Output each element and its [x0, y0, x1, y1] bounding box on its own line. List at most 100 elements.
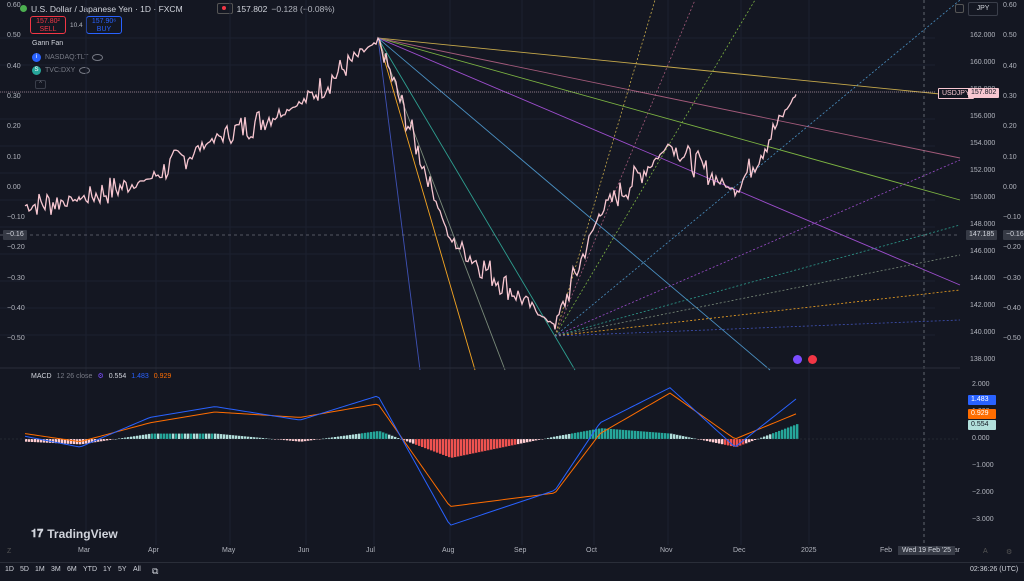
- sell-button[interactable]: 157.80² SELL: [30, 16, 66, 34]
- eye-icon[interactable]: [79, 67, 91, 74]
- histogram-bar: [730, 439, 733, 447]
- range-button-3m[interactable]: 3M: [51, 566, 61, 573]
- auto-scale-icon[interactable]: A: [983, 548, 988, 555]
- histogram-bar: [601, 428, 604, 439]
- gann-fan[interactable]: [377, 0, 961, 371]
- histogram-bar: [43, 439, 46, 443]
- histogram-bar: [712, 439, 715, 443]
- histogram-bar: [541, 439, 544, 440]
- time-axis-tick: Apr: [148, 547, 159, 554]
- histogram-bar: [571, 433, 574, 439]
- time-axis-tick: Feb: [880, 547, 893, 554]
- eye-icon[interactable]: [92, 54, 104, 61]
- visibility-toggle-icon[interactable]: [216, 3, 233, 14]
- histogram-bar: [700, 439, 703, 440]
- brand-name: TradingView: [47, 527, 118, 541]
- histogram-bar: [709, 439, 712, 442]
- histogram-bar: [721, 439, 724, 445]
- histogram-bar: [409, 439, 412, 443]
- histogram-bar: [37, 439, 40, 443]
- overlay-dxy[interactable]: S TVC:DXY: [32, 66, 91, 75]
- macd-line: [24, 387, 797, 526]
- histogram-bar: [238, 435, 241, 439]
- histogram-bar: [343, 435, 346, 439]
- histogram-bar: [679, 435, 682, 439]
- date-range-icon[interactable]: ⧉: [152, 566, 159, 576]
- range-button-ytd[interactable]: YTD: [83, 566, 97, 573]
- histogram-bar: [364, 432, 367, 439]
- histogram-bar: [256, 437, 259, 439]
- histogram-bar: [631, 430, 634, 439]
- histogram-bar: [325, 438, 328, 439]
- histogram-bar: [199, 433, 202, 439]
- price-axis-tick: 162.000: [970, 32, 996, 39]
- range-button-5d[interactable]: 5D: [20, 566, 29, 573]
- time-axis-tick: May: [222, 547, 236, 554]
- histogram-bar: [580, 431, 583, 439]
- gann-fan-legend[interactable]: Gann Fan: [32, 40, 64, 47]
- range-button-6m[interactable]: 6M: [67, 566, 77, 573]
- range-button-all[interactable]: All: [133, 566, 141, 573]
- range-button-1m[interactable]: 1M: [35, 566, 45, 573]
- histogram-bar: [742, 439, 745, 445]
- flag-icon[interactable]: [808, 355, 817, 364]
- histogram-bar: [133, 436, 136, 439]
- histogram-bar: [790, 426, 793, 439]
- histogram-bar: [184, 433, 187, 439]
- sell-label: SELL: [39, 26, 57, 33]
- histogram-bar: [535, 439, 538, 441]
- crosshair-right-tag: −0.16: [1003, 230, 1024, 240]
- gann-fan-ray: [554, 319, 961, 337]
- histogram-bar: [418, 439, 421, 446]
- macd-axis-tick: 2.000: [972, 381, 990, 388]
- histogram-bar: [694, 438, 697, 440]
- zoom-icon[interactable]: Z: [7, 548, 12, 555]
- histogram-bar: [652, 432, 655, 439]
- settings-icon[interactable]: ⚙: [1006, 549, 1013, 556]
- symbol-title[interactable]: U.S. Dollar / Japanese Yen · 1D · FXCM: [31, 3, 183, 14]
- settings-icon[interactable]: ⚙: [97, 373, 104, 380]
- settings-square-icon[interactable]: [955, 4, 964, 13]
- histogram-bar: [562, 435, 565, 439]
- price-series-line: [24, 36, 797, 330]
- range-button-1y[interactable]: 1Y: [103, 566, 112, 573]
- range-button-5y[interactable]: 5Y: [118, 566, 127, 573]
- right-axis-tick: 0.10: [1003, 153, 1017, 161]
- histogram-bar: [88, 439, 91, 444]
- price-axis-tick: 144.000: [970, 275, 996, 282]
- macd-legend[interactable]: MACD 12 26 close ⚙ 0.554 1.483 0.929: [31, 372, 172, 381]
- left-axis-tick: 0.30: [7, 92, 21, 100]
- histogram-bar: [574, 432, 577, 439]
- range-button-1d[interactable]: 1D: [5, 566, 14, 573]
- collapse-legend-button[interactable]: ^: [35, 80, 46, 89]
- symbol-header[interactable]: U.S. Dollar / Japanese Yen · 1D · FXCM 1…: [20, 3, 335, 14]
- histogram-bar: [691, 437, 694, 439]
- clock[interactable]: 02:36:26 (UTC): [970, 566, 1019, 573]
- histogram-bar: [427, 439, 430, 450]
- histogram-bar: [121, 438, 124, 439]
- overlay-tlt[interactable]: i NASDAQ:TLT: [32, 53, 104, 62]
- histogram-bar: [595, 429, 598, 439]
- gann-fan-ray: [554, 0, 696, 337]
- flash-icon[interactable]: [793, 355, 802, 364]
- histogram-bar: [244, 436, 247, 439]
- currency-button[interactable]: JPY: [968, 2, 998, 16]
- histogram-bar: [676, 434, 679, 439]
- macd-signal-value: 0.929: [153, 372, 172, 380]
- histogram-bar: [298, 439, 301, 442]
- gann-fan-ray: [377, 37, 506, 371]
- histogram-bar: [718, 439, 721, 444]
- histogram-bar: [235, 435, 238, 439]
- histogram-bar: [532, 439, 535, 442]
- histogram-bar: [523, 439, 526, 443]
- histogram-bar: [661, 432, 664, 439]
- histogram-bar: [103, 439, 106, 441]
- histogram-bar: [433, 439, 436, 452]
- histogram-bar: [766, 435, 769, 439]
- left-axis-tick: 0.10: [7, 153, 21, 161]
- histogram-bar: [451, 439, 454, 458]
- histogram-bar: [445, 439, 448, 457]
- tradingview-logo[interactable]: 𝟏𝟕 TradingView: [31, 527, 118, 541]
- histogram-bar: [502, 439, 505, 448]
